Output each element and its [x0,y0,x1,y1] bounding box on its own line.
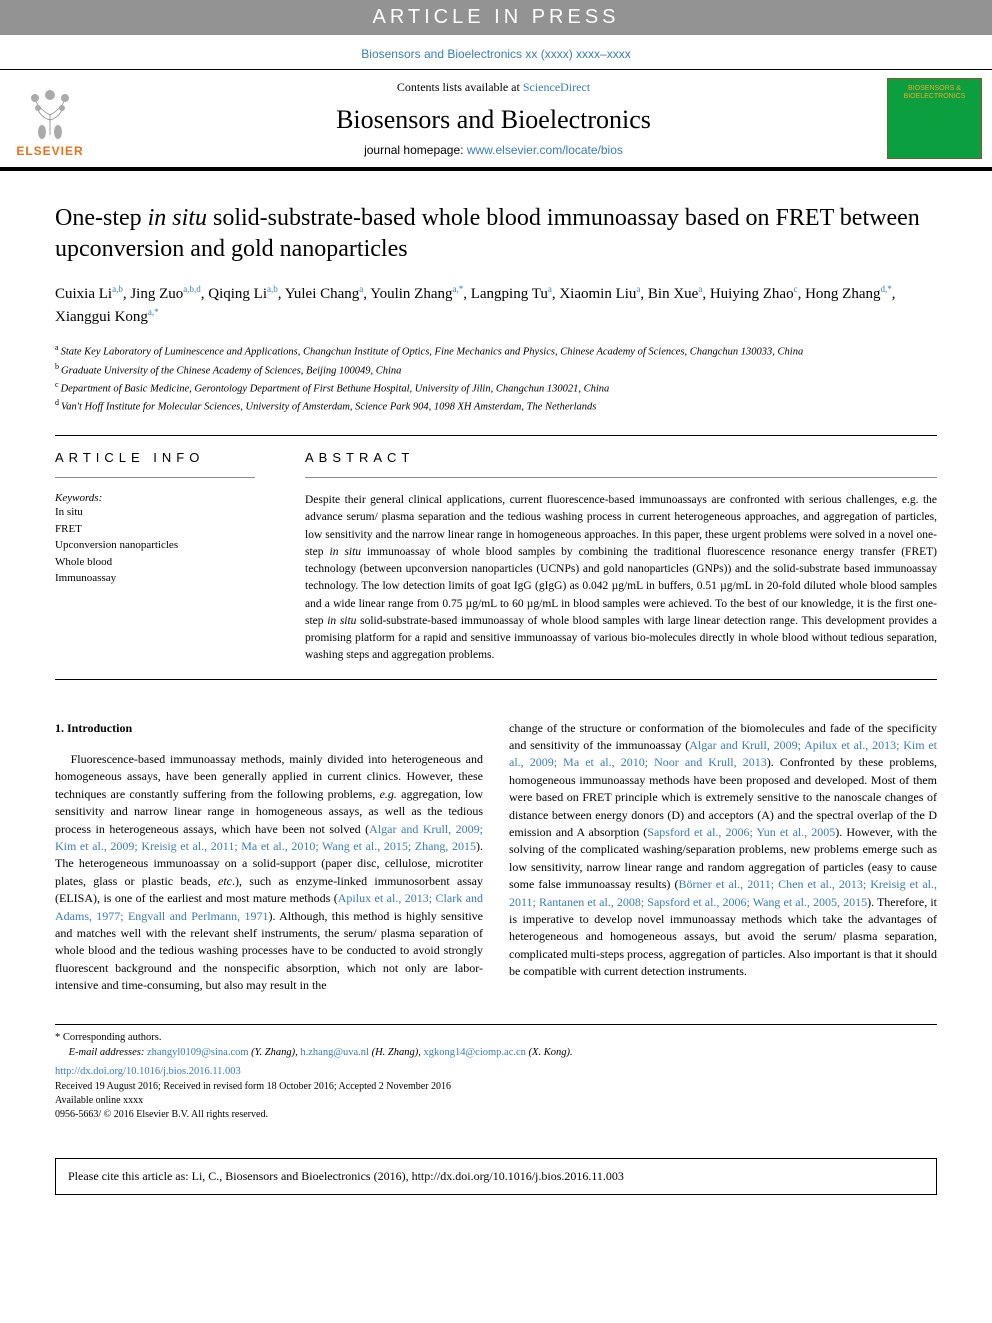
keyword: In situ [55,504,255,521]
keywords-list: In situFRETUpconversion nanoparticlesWho… [55,504,255,587]
email-who: (H. Zhang), [369,1047,424,1058]
elsevier-tree-icon [20,80,80,140]
affiliation: a State Key Laboratory of Luminescence a… [55,342,937,360]
keywords-label: Keywords: [55,492,255,504]
contents-available-line: Contents lists available at ScienceDirec… [100,80,887,95]
intro-heading: 1. Introduction [55,720,483,737]
affiliation: b Graduate University of the Chinese Aca… [55,361,937,379]
author: Jing Zuoa,b,d [130,286,200,302]
author-affil-sup: a,b,d [183,284,201,294]
cover-title: BIOSENSORS & BIOELECTRONICS [888,79,981,102]
author-affil-sup: a [698,284,702,294]
author: Cuixia Lia,b [55,286,123,302]
author: Hong Zhangd,* [805,286,892,302]
authors-list: Cuixia Lia,b, Jing Zuoa,b,d, Qiqing Lia,… [55,283,937,328]
email-link[interactable]: xgkong14@ciomp.ac.cn [424,1047,526,1058]
intro-para-left: Fluorescence-based immunoassay methods, … [55,751,483,994]
author: Qiqing Lia,b [208,286,278,302]
contents-text: Contents lists available at [397,80,523,94]
author-affil-sup: a [548,284,552,294]
publisher-logo: ELSEVIER [0,70,100,167]
top-citation-line: Biosensors and Bioelectronics xx (xxxx) … [0,35,992,69]
author: Youlin Zhanga,* [370,286,463,302]
copyright-line: 0956-5663/ © 2016 Elsevier B.V. All righ… [55,1108,937,1122]
citation-box: Please cite this article as: Li, C., Bio… [55,1158,937,1195]
available-online: Available online xxxx [55,1094,937,1108]
body-column-left: 1. Introduction Fluorescence-based immun… [55,720,483,995]
affiliation: c Department of Basic Medicine, Gerontol… [55,379,937,397]
email-addresses-line: E-mail addresses: zhangyl0109@sina.com (… [55,1046,937,1061]
abstract-it2: in situ [327,615,356,627]
email-link[interactable]: h.zhang@uva.nl [300,1047,369,1058]
author-affil-sup: a,* [452,284,463,294]
author: Huiying Zhaoc [710,286,798,302]
journal-cover-thumbnail: BIOSENSORS & BIOELECTRONICS [887,78,982,159]
abstract-p1c: solid-substrate-based immunoassay of who… [305,615,937,662]
publisher-name: ELSEVIER [16,144,83,158]
author: Yulei Changa [285,286,364,302]
author-affil-sup: c [794,284,798,294]
journal-homepage-line: journal homepage: www.elsevier.com/locat… [100,143,887,157]
citation-link[interactable]: Sapsford et al., 2006; Yun et al., 2005 [647,825,835,839]
t: e.g. [380,787,397,801]
title-pre: One-step [55,205,148,231]
received-dates: Received 19 August 2016; Received in rev… [55,1080,937,1094]
author: Bin Xuea [648,286,702,302]
keyword: Immunoassay [55,570,255,587]
journal-name: Biosensors and Bioelectronics [100,95,887,143]
cover-body [888,102,981,158]
abstract-text: Despite their general clinical applicati… [305,492,937,665]
sciencedirect-link[interactable]: ScienceDirect [523,80,590,94]
author-affil-sup: d,* [881,284,892,294]
corresponding-authors: * Corresponding authors. [55,1031,937,1046]
email-label: E-mail addresses: [69,1047,147,1058]
affiliation: d Van't Hoff Institute for Molecular Sci… [55,397,937,415]
author-affil-sup: a,b [112,284,123,294]
journal-header: ELSEVIER Contents lists available at Sci… [0,69,992,171]
keyword: FRET [55,521,255,538]
abstract-column: ABSTRACT Despite their general clinical … [305,450,937,665]
homepage-label: journal homepage: [364,143,467,157]
email-link[interactable]: zhangyl0109@sina.com [147,1047,249,1058]
affiliations-list: a State Key Laboratory of Luminescence a… [55,342,937,415]
intro-para-right: change of the structure or conformation … [509,720,937,981]
article-info-column: ARTICLE INFO Keywords: In situFRETUpconv… [55,450,255,665]
author: Langping Tua [471,286,552,302]
homepage-link[interactable]: www.elsevier.com/locate/bios [467,143,623,157]
author-affil-sup: a [359,284,363,294]
author-affil-sup: a [636,284,640,294]
t: etc [218,874,232,888]
keyword: Upconversion nanoparticles [55,537,255,554]
footer-block: * Corresponding authors. E-mail addresse… [55,1024,937,1121]
info-abstract-row: ARTICLE INFO Keywords: In situFRETUpconv… [55,435,937,680]
header-center: Contents lists available at ScienceDirec… [100,70,887,167]
body-column-right: change of the structure or conformation … [509,720,937,995]
keyword: Whole blood [55,554,255,571]
article-title: One-step in situ solid-substrate-based w… [55,203,937,265]
body-columns: 1. Introduction Fluorescence-based immun… [55,720,937,995]
author-affil-sup: a,b [267,284,278,294]
article-info-heading: ARTICLE INFO [55,450,255,478]
abstract-it1: in situ [330,546,362,558]
author: Xiaomin Liua [559,286,640,302]
email-who: (X. Kong). [526,1047,573,1058]
email-who: (Y. Zhang), [249,1047,301,1058]
main-content: One-step in situ solid-substrate-based w… [0,171,992,1142]
title-italic: in situ [148,205,207,231]
doi-link[interactable]: http://dx.doi.org/10.1016/j.bios.2016.11… [55,1065,937,1080]
author-affil-sup: a,* [148,307,159,317]
author: Xianggui Konga,* [55,309,159,325]
abstract-heading: ABSTRACT [305,450,937,478]
article-in-press-banner: ARTICLE IN PRESS [0,0,992,35]
